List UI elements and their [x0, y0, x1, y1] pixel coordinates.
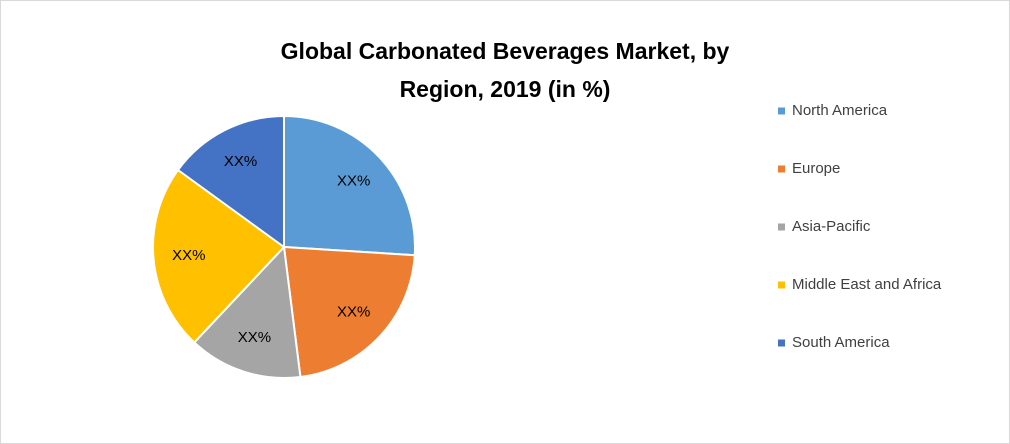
pie-slice — [192, 244, 302, 379]
data-label: XX% — [337, 173, 370, 190]
pie-slice — [282, 245, 416, 379]
chart-title: Global Carbonated Beverages Market, by R… — [280, 38, 730, 102]
legend-marker — [778, 339, 785, 347]
legend-marker — [778, 223, 785, 231]
data-label: XX% — [172, 247, 205, 264]
legend-marker — [778, 107, 785, 115]
legend-label: Europe — [792, 160, 840, 177]
data-label: XX% — [238, 329, 271, 346]
legend-label: Asia-Pacific — [792, 218, 871, 235]
legend-label: North America — [792, 102, 888, 119]
data-label: XX% — [224, 153, 257, 170]
pie-slice — [283, 114, 416, 257]
legend-marker — [778, 165, 785, 173]
legend-marker — [778, 281, 785, 289]
legend-label: Middle East and Africa — [792, 276, 942, 293]
pie-slice — [176, 114, 285, 249]
legend-label: South America — [792, 334, 890, 351]
pie-slice — [152, 168, 286, 344]
data-label: XX% — [337, 303, 370, 320]
